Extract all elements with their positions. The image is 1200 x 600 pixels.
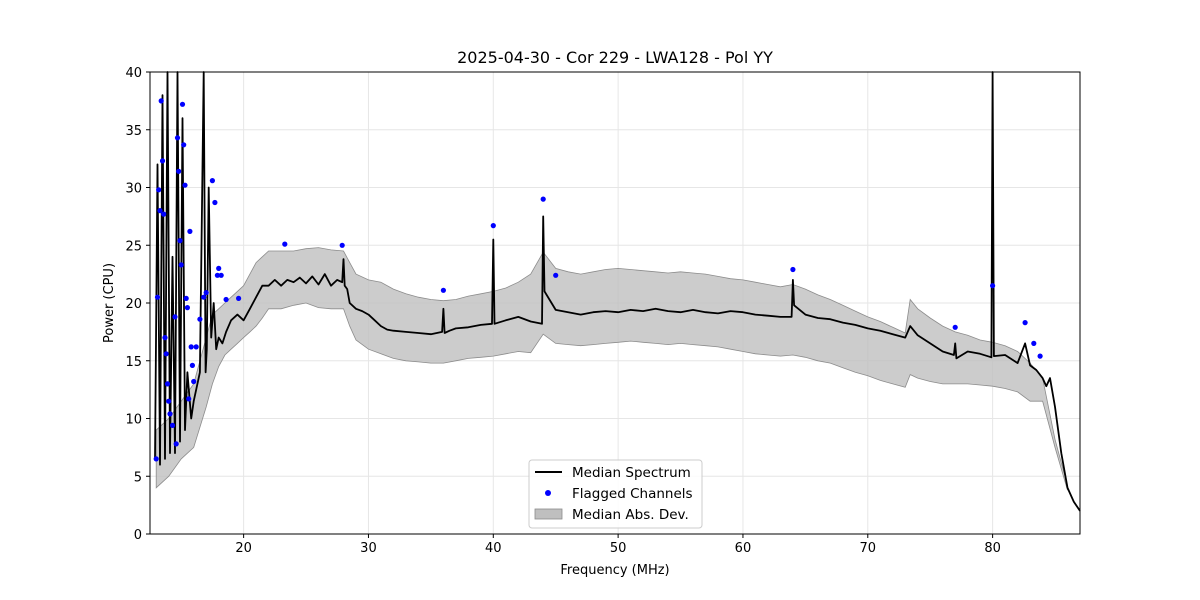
- flagged-channel-point: [181, 142, 187, 148]
- flagged-channel-point: [172, 314, 178, 320]
- chart-title: 2025-04-30 - Cor 229 - LWA128 - Pol YY: [457, 48, 773, 67]
- flagged-channel-point: [166, 398, 172, 404]
- flagged-channel-point: [952, 324, 958, 330]
- y-tick-label: 15: [125, 355, 142, 370]
- flagged-channel-point: [201, 294, 207, 300]
- flagged-channel-point: [183, 295, 189, 301]
- flagged-channel-point: [162, 335, 168, 341]
- flagged-channel-point: [159, 158, 166, 164]
- mad-band: [155, 247, 1068, 491]
- flagged-channel-point: [490, 223, 496, 229]
- median-spectrum-line: [154, 71, 1081, 512]
- flagged-channel-point: [156, 187, 162, 193]
- flagged-channel-point: [191, 378, 197, 385]
- flagged-channel-point: [161, 211, 167, 217]
- legend-mad-swatch: [534, 508, 563, 520]
- y-tick-label: 10: [125, 413, 142, 428]
- flagged-channel-point: [154, 294, 161, 300]
- flagged-channel-point: [203, 290, 209, 296]
- x-tick-label: 80: [984, 541, 1001, 556]
- flagged-channel-point: [282, 241, 288, 247]
- flagged-channel-point: [187, 228, 193, 234]
- flagged-channel-point: [197, 316, 203, 322]
- flagged-channel-point: [540, 196, 546, 202]
- flagged-channel-point: [179, 101, 186, 107]
- legend: Median Spectrum Flagged Channels Median …: [528, 459, 703, 529]
- y-tick-label: 5: [134, 470, 142, 485]
- flagged-channel-point: [212, 199, 218, 206]
- flagged-channel-point: [176, 168, 182, 174]
- flagged-channel-point: [167, 411, 173, 417]
- y-tick-label: 40: [125, 66, 142, 81]
- y-axis-ticks: 0 5 10 15 20 25 30 35 40: [125, 66, 150, 543]
- y-tick-label: 0: [134, 528, 142, 543]
- flagged-channel-point: [553, 272, 559, 278]
- flagged-channel-point: [1031, 340, 1037, 346]
- flagged-channel-point: [214, 272, 220, 278]
- flagged-channel-point: [174, 135, 181, 141]
- flagged-channel-point: [182, 182, 188, 188]
- legend-box: [528, 459, 703, 529]
- y-tick-label: 30: [125, 182, 142, 197]
- y-tick-label: 25: [125, 239, 142, 254]
- y-tick-label: 20: [125, 297, 142, 312]
- y-axis-label: Power (CPU): [102, 263, 117, 343]
- flagged-channel-point: [163, 351, 169, 357]
- flagged-channel-point: [216, 265, 222, 271]
- legend-median-abs-dev: Median Abs. Dev.: [572, 507, 689, 523]
- flagged-channel-point: [177, 238, 183, 244]
- mad-band-layer: [155, 247, 1068, 491]
- median-line-layer: [154, 71, 1081, 512]
- flagged-channel-point: [169, 422, 176, 428]
- flagged-channel-point: [153, 456, 159, 462]
- flagged-channel-point: [157, 208, 163, 214]
- flagged-channel-point: [164, 381, 171, 387]
- x-tick-label: 20: [235, 541, 252, 556]
- flagged-channel-point: [193, 344, 199, 350]
- flagged-channel-point: [184, 305, 190, 311]
- x-axis-label: Frequency (MHz): [560, 563, 669, 578]
- x-tick-label: 50: [610, 541, 627, 556]
- flagged-channel-point: [173, 441, 179, 447]
- flagged-channel-point: [158, 98, 164, 104]
- x-tick-label: 40: [485, 541, 502, 556]
- flagged-channel-point: [990, 283, 996, 289]
- y-tick-label: 35: [125, 124, 142, 139]
- x-axis-ticks: 20 30 40 50 60 70 80: [235, 534, 1001, 556]
- legend-flagged-channels: Flagged Channels: [572, 486, 693, 502]
- legend-median-spectrum: Median Spectrum: [572, 465, 691, 481]
- x-tick-label: 30: [360, 541, 377, 556]
- flagged-channel-point: [209, 178, 215, 184]
- flagged-channel-point: [178, 262, 184, 268]
- x-tick-label: 70: [860, 541, 877, 556]
- flagged-channel-point: [1037, 353, 1043, 359]
- x-tick-label: 60: [735, 541, 752, 556]
- flagged-channel-point: [186, 396, 192, 402]
- flagged-channel-point: [440, 287, 446, 293]
- flagged-points-layer: [153, 98, 1043, 462]
- flagged-channel-point: [339, 242, 345, 248]
- flagged-channel-point: [218, 272, 224, 278]
- flagged-channel-point: [223, 296, 229, 303]
- flagged-channel-point: [188, 344, 194, 350]
- flagged-channel-point: [236, 295, 242, 301]
- flagged-channel-point: [189, 362, 195, 368]
- flagged-channel-point: [1022, 320, 1028, 326]
- legend-flagged-swatch: [545, 490, 551, 496]
- flagged-channel-point: [790, 266, 796, 273]
